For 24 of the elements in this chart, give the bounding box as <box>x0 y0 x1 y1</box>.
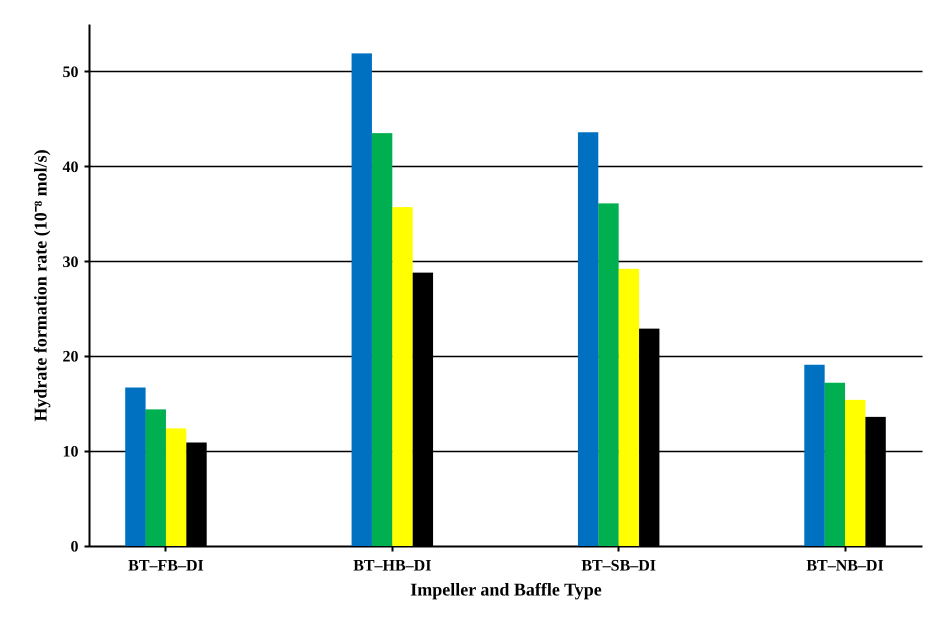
bar <box>804 364 825 546</box>
bar <box>125 388 146 546</box>
x-tick-label: BT–SB–DI <box>581 558 656 574</box>
bar <box>372 133 392 546</box>
bar <box>392 207 413 546</box>
x-tick-label: BT–HB–DI <box>353 558 432 574</box>
y-tick-label: 20 <box>62 348 78 366</box>
bar <box>618 268 640 546</box>
y-axis-title: Hydrate formation rate (10⁻⁸ mol/s) <box>30 149 50 422</box>
bar <box>352 53 372 546</box>
bar <box>166 428 186 546</box>
y-tick-label: 50 <box>62 64 78 81</box>
x-axis-title: Impeller and Baffle Type <box>410 580 602 600</box>
y-tick-label: 40 <box>62 158 78 176</box>
bar <box>845 400 866 546</box>
x-tick-label: BT–NB–DI <box>806 558 884 574</box>
y-tick-label: 30 <box>62 254 78 271</box>
y-tick-label: 10 <box>62 444 78 461</box>
bar <box>578 132 598 546</box>
x-tick-label: BT–FB–DI <box>128 558 204 574</box>
y-tick-label: 0 <box>70 538 78 556</box>
bar <box>598 203 619 546</box>
bar <box>146 409 166 546</box>
bar <box>824 382 846 546</box>
